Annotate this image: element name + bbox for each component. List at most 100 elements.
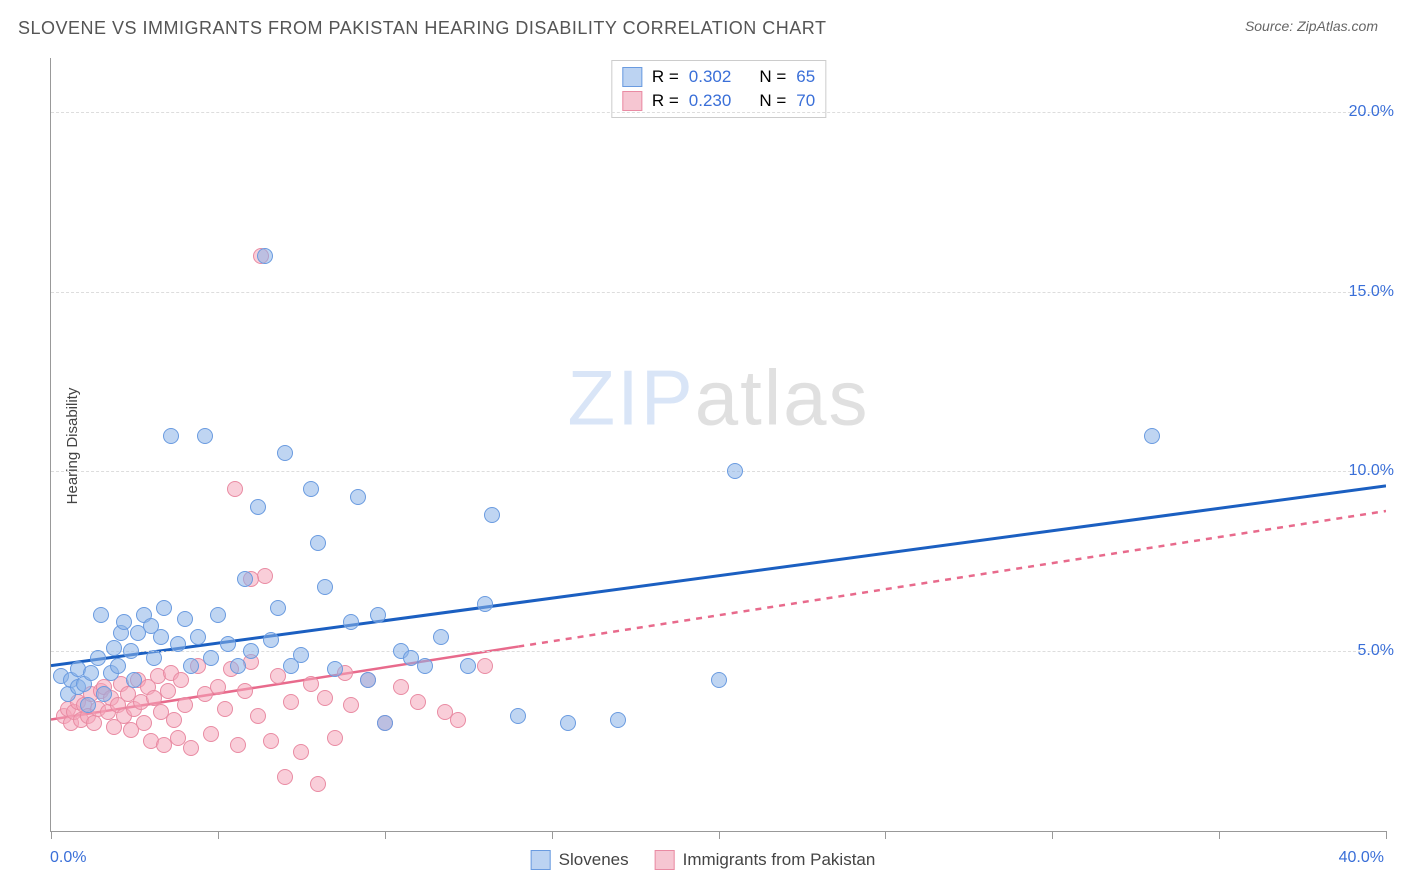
data-point: [460, 658, 476, 674]
data-point: [156, 600, 172, 616]
data-point: [270, 668, 286, 684]
data-point: [417, 658, 433, 674]
data-point: [477, 658, 493, 674]
data-point: [293, 744, 309, 760]
data-point: [203, 650, 219, 666]
data-point: [257, 248, 273, 264]
y-tick-label: 20.0%: [1349, 103, 1394, 121]
data-point: [277, 445, 293, 461]
y-tick-label: 5.0%: [1358, 642, 1394, 660]
n-value-slovenes: 65: [796, 67, 815, 87]
data-point: [270, 600, 286, 616]
data-point: [80, 697, 96, 713]
data-point: [711, 672, 727, 688]
n-value-pakistan: 70: [796, 91, 815, 111]
data-point: [293, 647, 309, 663]
data-point: [93, 607, 109, 623]
r-value-slovenes: 0.302: [689, 67, 732, 87]
legend-label-pakistan: Immigrants from Pakistan: [683, 850, 876, 870]
data-point: [230, 658, 246, 674]
scatter-chart: ZIPatlas R = 0.302 N = 65 R = 0.230 N = …: [50, 58, 1386, 832]
series-legend: Slovenes Immigrants from Pakistan: [531, 850, 876, 870]
data-point: [126, 672, 142, 688]
watermark: ZIPatlas: [567, 353, 869, 444]
data-point: [237, 571, 253, 587]
data-point: [146, 650, 162, 666]
chart-title: SLOVENE VS IMMIGRANTS FROM PAKISTAN HEAR…: [18, 18, 826, 39]
data-point: [110, 658, 126, 674]
data-point: [370, 607, 386, 623]
stats-row-pakistan: R = 0.230 N = 70: [622, 89, 815, 113]
data-point: [310, 535, 326, 551]
data-point: [303, 481, 319, 497]
data-point: [433, 629, 449, 645]
x-tick-min: 0.0%: [50, 849, 86, 867]
r-label: R =: [652, 67, 679, 87]
data-point: [263, 733, 279, 749]
y-tick-label: 15.0%: [1349, 283, 1394, 301]
data-point: [90, 650, 106, 666]
data-point: [183, 740, 199, 756]
data-point: [450, 712, 466, 728]
data-point: [277, 769, 293, 785]
data-point: [327, 730, 343, 746]
data-point: [263, 632, 279, 648]
n-label: N =: [759, 91, 786, 111]
legend-item-slovenes: Slovenes: [531, 850, 629, 870]
data-point: [210, 607, 226, 623]
stats-legend: R = 0.302 N = 65 R = 0.230 N = 70: [611, 60, 826, 118]
data-point: [610, 712, 626, 728]
data-point: [317, 690, 333, 706]
data-point: [177, 697, 193, 713]
data-point: [377, 715, 393, 731]
x-tick-max: 40.0%: [1339, 849, 1384, 867]
legend-label-slovenes: Slovenes: [559, 850, 629, 870]
data-point: [243, 643, 259, 659]
data-point: [217, 701, 233, 717]
data-point: [123, 643, 139, 659]
data-point: [727, 463, 743, 479]
data-point: [283, 694, 299, 710]
data-point: [83, 665, 99, 681]
data-point: [410, 694, 426, 710]
data-point: [510, 708, 526, 724]
data-point: [343, 614, 359, 630]
data-point: [183, 658, 199, 674]
data-point: [560, 715, 576, 731]
swatch-slovenes: [622, 67, 642, 87]
r-value-pakistan: 0.230: [689, 91, 732, 111]
data-point: [210, 679, 226, 695]
data-point: [190, 629, 206, 645]
swatch-pakistan-icon: [655, 850, 675, 870]
data-point: [250, 708, 266, 724]
data-point: [310, 776, 326, 792]
data-point: [343, 697, 359, 713]
data-point: [197, 428, 213, 444]
data-point: [160, 683, 176, 699]
data-point: [1144, 428, 1160, 444]
swatch-slovenes-icon: [531, 850, 551, 870]
data-point: [327, 661, 343, 677]
data-point: [203, 726, 219, 742]
legend-item-pakistan: Immigrants from Pakistan: [655, 850, 876, 870]
r-label: R =: [652, 91, 679, 111]
data-point: [153, 629, 169, 645]
swatch-pakistan: [622, 91, 642, 111]
data-point: [136, 715, 152, 731]
data-point: [317, 579, 333, 595]
data-point: [227, 481, 243, 497]
data-point: [484, 507, 500, 523]
data-point: [173, 672, 189, 688]
data-point: [303, 676, 319, 692]
data-point: [170, 636, 186, 652]
data-point: [163, 428, 179, 444]
data-point: [166, 712, 182, 728]
data-point: [477, 596, 493, 612]
data-point: [393, 679, 409, 695]
stats-row-slovenes: R = 0.302 N = 65: [622, 65, 815, 89]
data-point: [230, 737, 246, 753]
source-attribution: Source: ZipAtlas.com: [1245, 18, 1378, 34]
data-point: [360, 672, 376, 688]
data-point: [250, 499, 266, 515]
data-point: [96, 686, 112, 702]
